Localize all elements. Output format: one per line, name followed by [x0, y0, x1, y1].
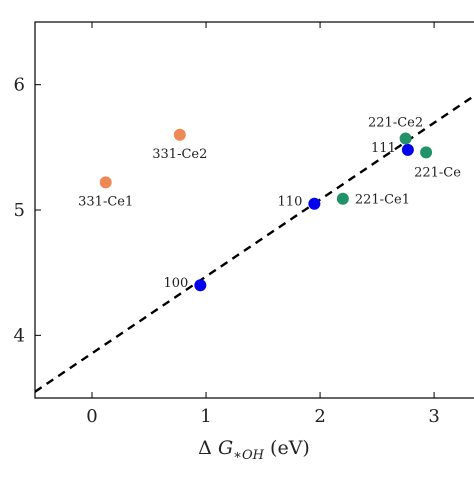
- x-axis-title-unit: (eV): [270, 437, 310, 459]
- x-tick-label-2: 2: [314, 406, 325, 427]
- point-label-111-2: 111: [371, 141, 396, 156]
- y-tick-label-4: 4: [14, 325, 25, 346]
- x-tick-label-0: 0: [86, 406, 97, 427]
- point-221-ce2-6: [399, 132, 412, 145]
- point-labels-layer: 100 110 111 331-Ce1 331-Ce2 221-Ce1 221-Ce2 221…: [78, 116, 461, 292]
- point-221-ce1-5: [336, 192, 349, 205]
- point-111-2: [401, 143, 414, 156]
- point-label-221-ce2-6: 221-Ce2: [368, 116, 423, 131]
- y-tick-label-6: 6: [14, 75, 25, 96]
- y-tick-label-5: 5: [14, 200, 25, 221]
- point-label-221-ce-7: 221-Ce: [414, 165, 461, 180]
- point-331-ce2-4: [173, 128, 186, 141]
- x-axis-title-subscript: ∗OH: [233, 448, 264, 463]
- x-axis-title: Δ G∗OH (eV): [198, 437, 310, 463]
- x-tick-label-3: 3: [428, 406, 439, 427]
- point-331-ce1-3: [99, 176, 112, 189]
- point-110-1: [308, 197, 321, 210]
- point-label-221-ce1-5: 221-Ce1: [355, 193, 410, 208]
- x-axis-title-prefix: Δ: [198, 437, 212, 459]
- axes-layer: 0 1 2 3 4 5 6: [14, 21, 474, 427]
- point-221-ce-7: [420, 146, 433, 159]
- plot-frame: [34, 21, 474, 399]
- fit-line: [35, 94, 474, 393]
- point-100-0: [194, 279, 207, 292]
- fit-line-layer: [35, 94, 474, 393]
- point-label-331-ce2-4: 331-Ce2: [152, 147, 207, 162]
- point-label-110-1: 110: [278, 195, 303, 210]
- x-tick-label-1: 1: [200, 406, 211, 427]
- point-label-331-ce1-3: 331-Ce1: [78, 194, 133, 209]
- points-layer: [99, 128, 433, 292]
- x-axis-title-symbol: G: [218, 437, 233, 459]
- point-label-100-0: 100: [164, 276, 189, 291]
